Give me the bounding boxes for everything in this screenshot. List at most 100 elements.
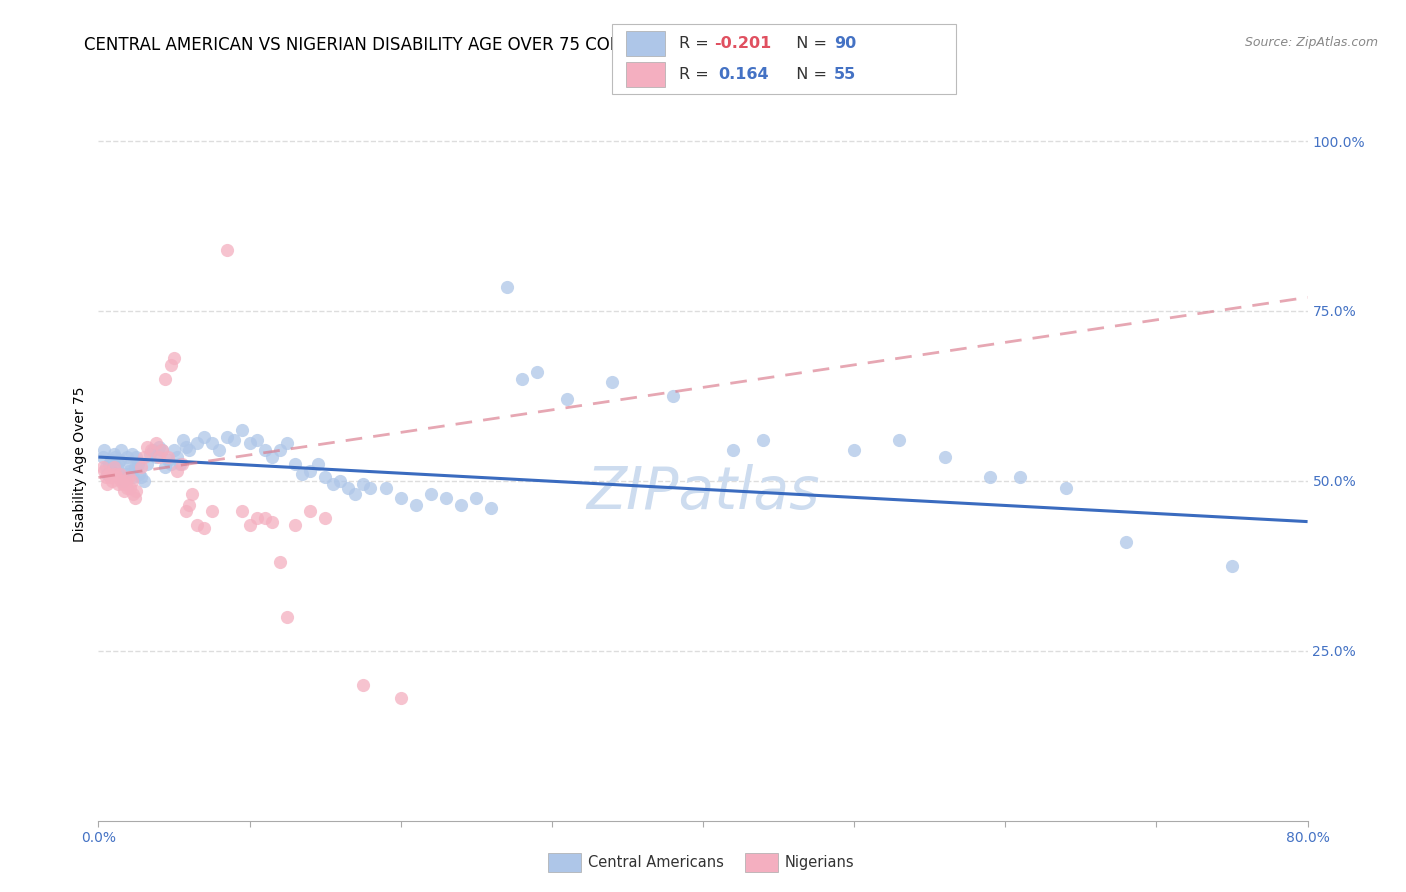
Point — [118, 464, 141, 478]
Point — [115, 481, 138, 495]
Point — [420, 487, 443, 501]
Point — [170, 457, 193, 471]
Point — [481, 501, 503, 516]
Point — [495, 280, 517, 294]
Point — [141, 443, 163, 458]
Point — [186, 436, 208, 450]
Point — [224, 433, 246, 447]
Point — [344, 487, 367, 501]
Point — [752, 433, 775, 447]
Point — [253, 511, 276, 525]
Point — [284, 457, 307, 471]
Text: Nigerians: Nigerians — [785, 855, 855, 870]
Point — [111, 474, 134, 488]
Point — [107, 457, 129, 471]
Point — [526, 365, 548, 379]
Point — [150, 443, 173, 458]
Point — [118, 470, 141, 484]
Point — [179, 443, 201, 458]
Point — [352, 477, 374, 491]
Point — [1054, 481, 1077, 495]
Point — [124, 491, 146, 505]
Point — [108, 453, 131, 467]
Text: 90: 90 — [834, 37, 856, 51]
Point — [215, 430, 238, 444]
Point — [179, 498, 201, 512]
Point — [934, 450, 956, 464]
Point — [100, 470, 122, 484]
Point — [94, 460, 117, 475]
Point — [103, 460, 125, 475]
Point — [160, 359, 183, 373]
Point — [156, 453, 179, 467]
Point — [465, 491, 488, 505]
Point — [299, 464, 322, 478]
Point — [661, 389, 683, 403]
Text: ZIPatlas: ZIPatlas — [586, 464, 820, 521]
Point — [125, 483, 148, 498]
Point — [114, 474, 136, 488]
Point — [405, 498, 427, 512]
Point — [269, 443, 291, 458]
Point — [201, 436, 224, 450]
Point — [94, 470, 117, 484]
Point — [115, 450, 138, 464]
Point — [112, 483, 135, 498]
Point — [193, 521, 215, 535]
Point — [246, 511, 269, 525]
Point — [723, 443, 745, 458]
Point — [322, 477, 344, 491]
Point — [108, 467, 131, 481]
Point — [145, 450, 167, 464]
Y-axis label: Disability Age Over 75: Disability Age Over 75 — [73, 386, 87, 541]
Text: Source: ZipAtlas.com: Source: ZipAtlas.com — [1244, 36, 1378, 49]
Point — [193, 430, 215, 444]
Point — [129, 460, 152, 475]
Point — [163, 351, 186, 366]
Point — [142, 443, 165, 458]
Point — [181, 487, 204, 501]
Point — [291, 467, 314, 481]
Point — [299, 504, 322, 518]
Point — [360, 481, 382, 495]
Point — [110, 443, 132, 458]
Point — [1220, 558, 1243, 573]
Point — [135, 457, 157, 471]
Point — [1115, 535, 1137, 549]
Point — [329, 474, 352, 488]
Point — [153, 460, 176, 475]
Point — [98, 467, 121, 481]
Point — [166, 464, 188, 478]
Point — [105, 470, 128, 484]
Point — [231, 423, 253, 437]
Point — [276, 436, 298, 450]
Point — [208, 443, 231, 458]
Point — [555, 392, 578, 407]
Point — [101, 474, 124, 488]
Point — [121, 447, 143, 461]
Point — [979, 470, 1001, 484]
Point — [132, 450, 155, 464]
Point — [186, 518, 208, 533]
Point — [450, 498, 472, 512]
Point — [93, 464, 115, 478]
Point — [122, 487, 145, 501]
Point — [104, 450, 127, 464]
Text: N =: N = — [786, 37, 832, 51]
Point — [262, 450, 284, 464]
Point — [160, 457, 183, 471]
Point — [100, 453, 122, 467]
Point — [602, 376, 624, 390]
Point — [166, 450, 188, 464]
Point — [145, 436, 167, 450]
Point — [201, 504, 224, 518]
Point — [111, 477, 134, 491]
Point — [844, 443, 866, 458]
Point — [314, 511, 336, 525]
Point — [1010, 470, 1032, 484]
Point — [231, 504, 253, 518]
Point — [434, 491, 457, 505]
Point — [246, 433, 269, 447]
Point — [215, 243, 238, 257]
Point — [389, 691, 412, 706]
